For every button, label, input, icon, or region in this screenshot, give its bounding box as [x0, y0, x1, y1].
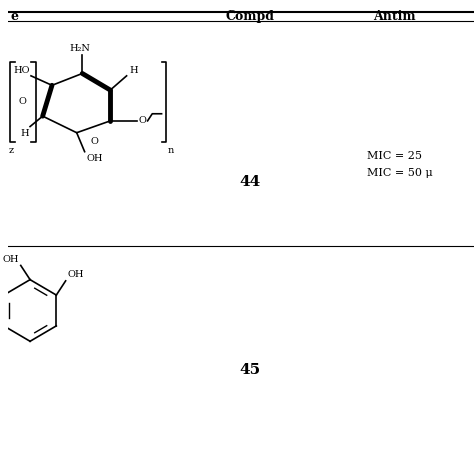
Text: e: e: [10, 10, 18, 23]
Text: Compd: Compd: [226, 10, 274, 23]
Text: O: O: [18, 98, 27, 106]
Text: H₂N: H₂N: [70, 44, 91, 53]
Text: OH: OH: [67, 271, 84, 280]
Text: O: O: [90, 137, 98, 146]
Text: z: z: [9, 146, 14, 155]
Text: HO: HO: [13, 66, 29, 75]
Text: MIC = 50 μ: MIC = 50 μ: [367, 168, 432, 178]
Text: H: H: [129, 66, 137, 75]
Text: 45: 45: [239, 363, 261, 377]
Text: OH: OH: [2, 255, 19, 264]
Text: O: O: [139, 117, 146, 125]
Text: OH: OH: [87, 154, 103, 163]
Text: n: n: [168, 146, 174, 155]
Text: MIC = 25: MIC = 25: [367, 151, 422, 162]
Text: 44: 44: [239, 175, 261, 190]
Text: H: H: [20, 129, 28, 138]
Text: Antim: Antim: [374, 10, 416, 23]
